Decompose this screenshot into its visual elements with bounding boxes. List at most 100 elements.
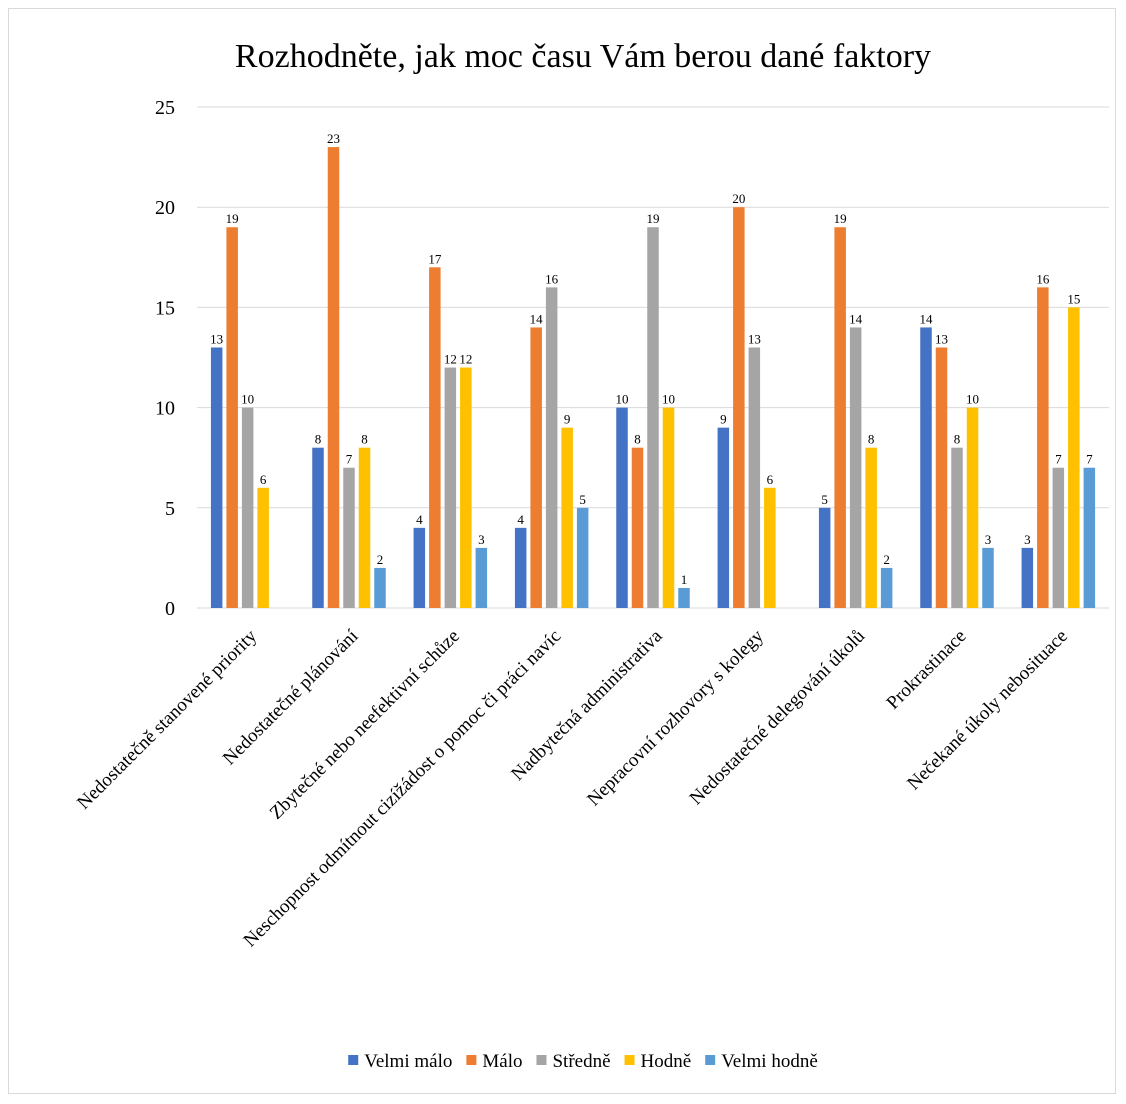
data-label: 13 bbox=[935, 331, 948, 346]
bar bbox=[312, 447, 324, 608]
data-label: 16 bbox=[1036, 271, 1050, 286]
bar bbox=[717, 427, 730, 608]
data-label: 2 bbox=[377, 552, 384, 567]
data-label: 4 bbox=[416, 512, 423, 527]
bar bbox=[631, 447, 644, 608]
data-label: 15 bbox=[1067, 291, 1080, 306]
data-label: 19 bbox=[647, 211, 660, 226]
data-label: 7 bbox=[1055, 452, 1062, 467]
bar bbox=[241, 407, 254, 608]
data-label: 8 bbox=[315, 432, 322, 447]
legend-label: Velmi málo bbox=[364, 1051, 452, 1072]
bar bbox=[764, 487, 776, 608]
y-tick-label: 25 bbox=[155, 97, 175, 119]
data-label: 10 bbox=[662, 392, 675, 407]
bar bbox=[647, 227, 659, 609]
legend-swatch bbox=[536, 1055, 547, 1065]
data-label: 17 bbox=[428, 251, 442, 266]
data-label: 7 bbox=[346, 452, 353, 467]
legend-label: Středně bbox=[552, 1051, 610, 1072]
chart-frame: Rozhodněte, jak moc času Vám berou dané … bbox=[8, 8, 1116, 1094]
bar bbox=[748, 347, 761, 608]
bar bbox=[327, 147, 340, 608]
bar bbox=[374, 567, 386, 608]
data-label: 20 bbox=[732, 191, 745, 206]
bar bbox=[1052, 467, 1065, 608]
bar bbox=[413, 527, 426, 608]
data-label: 1 bbox=[681, 572, 688, 587]
data-label: 3 bbox=[478, 532, 485, 547]
data-label: 14 bbox=[530, 311, 544, 326]
data-label: 8 bbox=[868, 432, 875, 447]
category-labels: Nedostatečně stanovené priority Nedostate… bbox=[73, 625, 1072, 951]
data-label: 19 bbox=[834, 211, 847, 226]
bar bbox=[1037, 287, 1049, 608]
category-label: Nepracovní rozhovory s kolegy bbox=[583, 625, 768, 810]
bar bbox=[678, 587, 690, 608]
data-label: 12 bbox=[459, 352, 472, 367]
legend-label: Málo bbox=[482, 1051, 522, 1072]
bar bbox=[429, 267, 441, 608]
data-label: 19 bbox=[226, 211, 239, 226]
bar bbox=[966, 407, 979, 608]
bar bbox=[951, 447, 963, 608]
bar bbox=[880, 567, 893, 608]
category-label: Nedostatečné delegování úkolů bbox=[686, 625, 870, 809]
category-label: Zbytečné nebo neefektivní schůze bbox=[266, 626, 464, 824]
data-label: 10 bbox=[241, 392, 254, 407]
bar bbox=[865, 447, 877, 608]
y-tick-label: 10 bbox=[155, 398, 175, 420]
legend-label: Hodně bbox=[641, 1051, 692, 1072]
bar-chart: Rozhodněte, jak moc času Vám berou dané … bbox=[73, 38, 1109, 1072]
legend-swatch bbox=[466, 1055, 477, 1065]
bar bbox=[662, 407, 675, 608]
legend-item: Hodně bbox=[624, 1051, 692, 1072]
bar bbox=[1068, 307, 1080, 608]
data-label: 14 bbox=[920, 311, 934, 326]
y-tick-label: 15 bbox=[155, 297, 175, 319]
legend-label: Velmi hodně bbox=[721, 1051, 818, 1072]
y-axis-ticks: 0 5 10 15 20 25 bbox=[155, 97, 175, 620]
bar bbox=[210, 347, 223, 608]
bar bbox=[935, 347, 948, 608]
bar bbox=[475, 547, 488, 608]
data-label: 9 bbox=[564, 412, 571, 427]
bar bbox=[982, 547, 994, 608]
bar bbox=[834, 227, 846, 609]
category-label: Nečekané úkoly nebosituace bbox=[903, 626, 1072, 795]
data-label: 23 bbox=[327, 131, 340, 146]
bar bbox=[545, 287, 558, 608]
bar bbox=[226, 227, 238, 609]
bar bbox=[561, 427, 573, 608]
bar bbox=[1083, 467, 1096, 608]
data-label: 6 bbox=[260, 472, 267, 487]
data-label: 8 bbox=[634, 432, 641, 447]
y-tick-label: 0 bbox=[165, 598, 175, 620]
bar bbox=[358, 447, 371, 608]
bar bbox=[733, 207, 745, 608]
data-label: 5 bbox=[579, 492, 586, 507]
legend-swatch bbox=[705, 1055, 716, 1065]
data-label: 10 bbox=[616, 392, 629, 407]
legend-item: Velmi hodně bbox=[705, 1051, 818, 1072]
bar bbox=[849, 327, 862, 608]
data-label: 14 bbox=[849, 311, 863, 326]
bar bbox=[257, 487, 269, 608]
legend-item: Velmi málo bbox=[348, 1051, 452, 1072]
legend-item: Středně bbox=[536, 1051, 611, 1072]
data-label: 6 bbox=[767, 472, 774, 487]
data-label: 3 bbox=[1024, 532, 1031, 547]
category-label: Prokrastinace bbox=[883, 626, 971, 714]
bar bbox=[920, 327, 932, 608]
chart-title: Rozhodněte, jak moc času Vám berou dané … bbox=[235, 38, 931, 75]
legend-item: Málo bbox=[466, 1051, 522, 1072]
bar bbox=[818, 507, 831, 608]
data-label: 10 bbox=[966, 392, 979, 407]
y-tick-label: 5 bbox=[165, 498, 175, 520]
data-label: 3 bbox=[985, 532, 992, 547]
data-label: 12 bbox=[444, 352, 457, 367]
data-label: 4 bbox=[517, 512, 524, 527]
bar bbox=[576, 507, 589, 608]
data-label: 9 bbox=[720, 412, 727, 427]
